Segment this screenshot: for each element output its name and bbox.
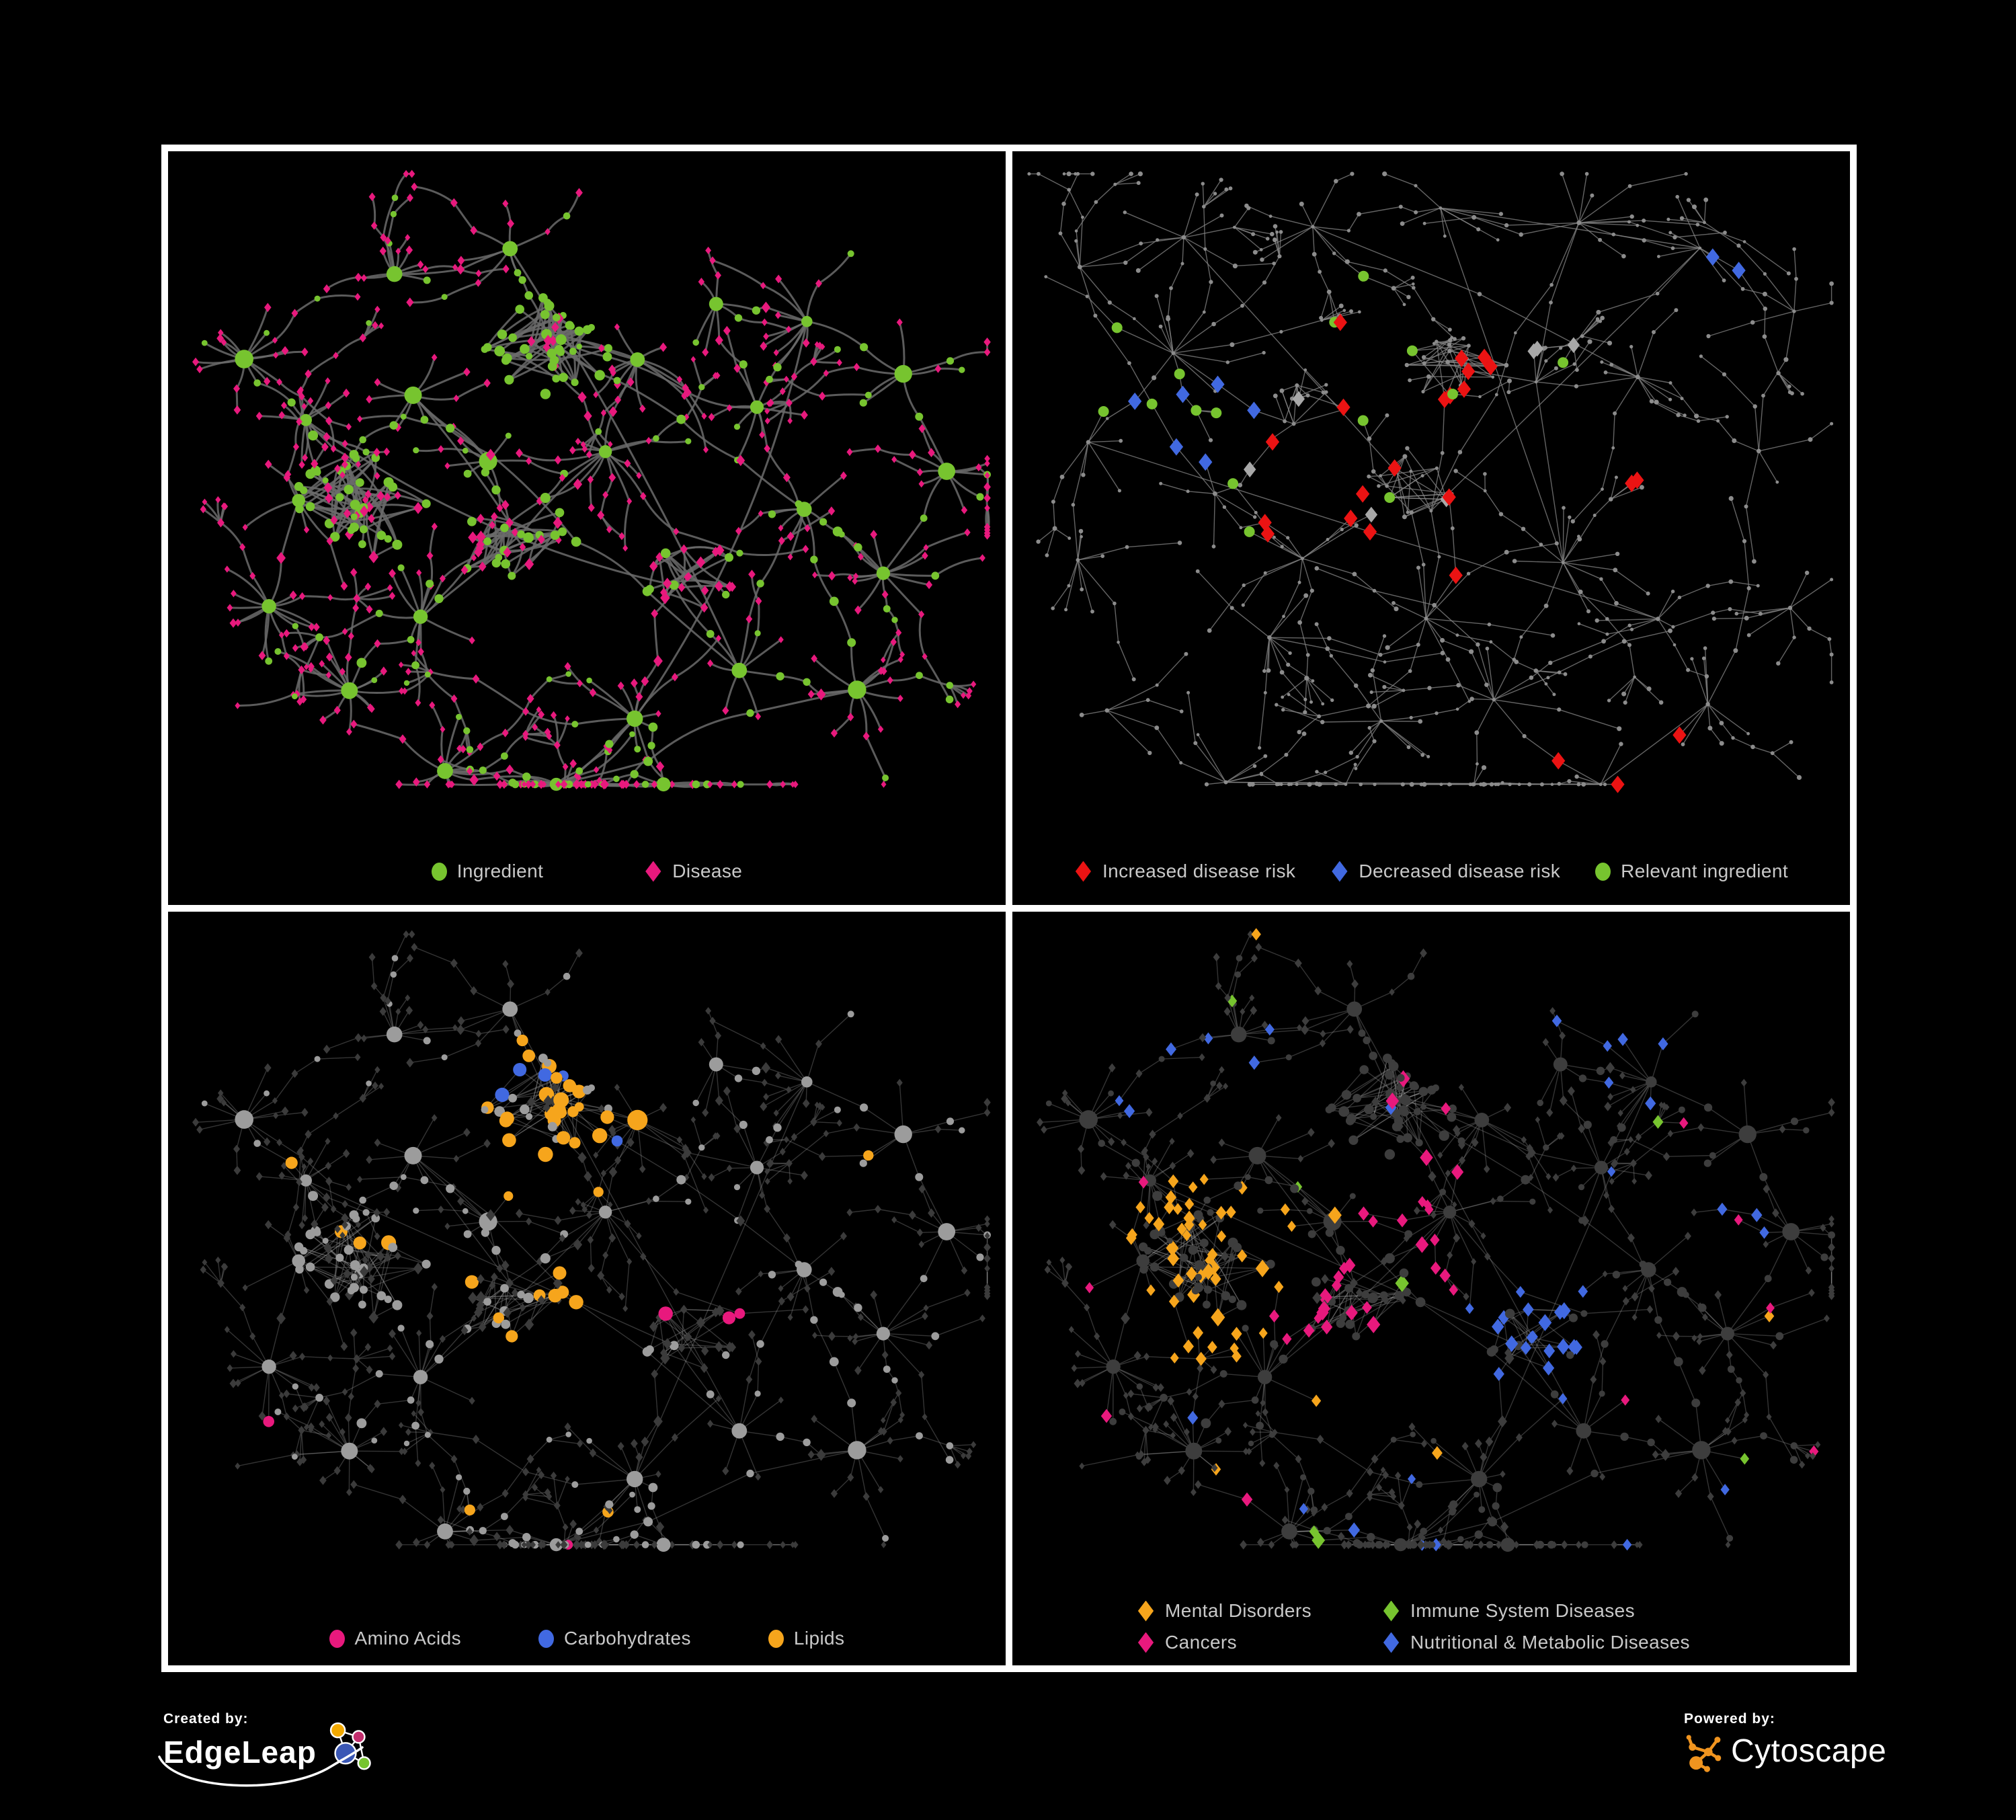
panels-grid: Ingredient Disease Increased disease risk… [161, 145, 1857, 1672]
network-panel-disease-risk: Increased disease risk Decreased disease … [1012, 151, 1850, 905]
legend-marker-diamond [645, 861, 661, 882]
legend-item-mental-disorders: Mental Disorders [1137, 1600, 1312, 1622]
legend-item-amino-acids: Amino Acids [329, 1628, 461, 1649]
edgeleap-node-yellow [329, 1722, 346, 1739]
graph-nodes [192, 930, 991, 1552]
legend-marker-circle [329, 1629, 345, 1648]
legend-label: Relevant ingredient [1621, 861, 1789, 881]
network-graph-ingredient-disease [192, 169, 991, 792]
credit-powered-by: Powered by: Cytoscape [1684, 1711, 1980, 1812]
cytoscape-brand: Cytoscape [1731, 1733, 1887, 1769]
graph-nodes [192, 169, 991, 792]
edgeleap-node-magenta [352, 1730, 366, 1744]
graph-edges [195, 933, 988, 1546]
created-by-label: Created by: [163, 1711, 249, 1727]
legend-item-ingredient: Ingredient [431, 861, 544, 882]
legend-marker-circle [538, 1629, 555, 1648]
legend-item-carbohydrates: Carbohydrates [538, 1628, 691, 1649]
network-graph-nutrient-classes [192, 930, 991, 1552]
legend-item-decreased-disease-risk: Decreased disease risk [1330, 861, 1560, 882]
network-panel-ingredient-disease: Ingredient Disease [168, 151, 1006, 905]
graph-nodes [1037, 928, 1835, 1552]
edgeleap-brand: EdgeLeap [163, 1734, 317, 1770]
credit-created-by: Created by: EdgeLeap [158, 1711, 419, 1812]
legend-label: Lipids [793, 1628, 845, 1649]
legend-marker-diamond [1332, 861, 1348, 882]
cytoscape-logo-nodes [1686, 1735, 1722, 1772]
legend-marker-diamond [1075, 861, 1092, 882]
legend-label: Nutritional & Metabolic Diseases [1410, 1632, 1690, 1653]
legend-disease-risk: Increased disease risk Decreased disease … [1012, 861, 1850, 882]
legend-item-disease: Disease [644, 861, 742, 882]
legend-item-lipids: Lipids [768, 1628, 845, 1649]
legend-disease-categories: Mental Disorders Immune System Diseases Ca… [1137, 1600, 1690, 1653]
network-panel-disease-categories: Mental Disorders Immune System Diseases Ca… [1012, 912, 1850, 1665]
graph-nodes [1027, 171, 1834, 793]
legend-label: Decreased disease risk [1359, 861, 1561, 881]
network-graph-disease-risk [1027, 171, 1834, 793]
legend-item-immune-system-diseases: Immune System Diseases [1382, 1600, 1635, 1622]
legend-marker-diamond [1383, 1600, 1400, 1622]
network-panel-nutrient-classes: Amino Acids Carbohydrates Lipids [168, 912, 1006, 1665]
legend-item-nutritional-metabolic-diseases: Nutritional & Metabolic Diseases [1382, 1632, 1690, 1653]
legend-item-relevant-ingredient: Relevant ingredient [1595, 861, 1788, 882]
legend-label: Ingredient [456, 861, 544, 881]
cytoscape-logo-icon [1686, 1735, 1722, 1772]
legend-marker-circle [768, 1629, 784, 1648]
legend-label: Amino Acids [354, 1628, 462, 1649]
legend-marker-diamond [1383, 1632, 1400, 1653]
powered-by-label: Powered by: [1684, 1711, 1775, 1727]
cytoscape-logo-edges [1687, 1737, 1719, 1771]
legend-label: Immune System Diseases [1410, 1600, 1636, 1621]
legend-marker-diamond [1137, 1632, 1154, 1653]
legend-item-cancers: Cancers [1137, 1632, 1237, 1653]
legend-label: Increased disease risk [1102, 861, 1296, 881]
legend-item-increased-disease-risk: Increased disease risk [1074, 861, 1295, 882]
legend-marker-circle [431, 862, 447, 881]
edgeleap-logo-icon [329, 1722, 371, 1770]
edgeleap-node-green [357, 1756, 371, 1770]
network-graph-disease-categories [1037, 928, 1835, 1552]
legend-label: Cancers [1165, 1632, 1238, 1653]
legend-label: Mental Disorders [1165, 1600, 1312, 1621]
edgeleap-node-blue [334, 1742, 357, 1765]
legend-label: Carbohydrates [564, 1628, 691, 1649]
legend-label: Disease [672, 861, 743, 881]
legend-marker-circle [1595, 862, 1611, 881]
graph-edges [1029, 173, 1832, 785]
legend-ingredient-disease: Ingredient Disease [168, 861, 1006, 882]
legend-marker-diamond [1137, 1600, 1154, 1622]
legend-nutrient-classes: Amino Acids Carbohydrates Lipids [168, 1628, 1006, 1649]
